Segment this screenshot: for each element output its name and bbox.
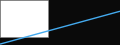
Bar bbox=[0, 0, 48, 37]
